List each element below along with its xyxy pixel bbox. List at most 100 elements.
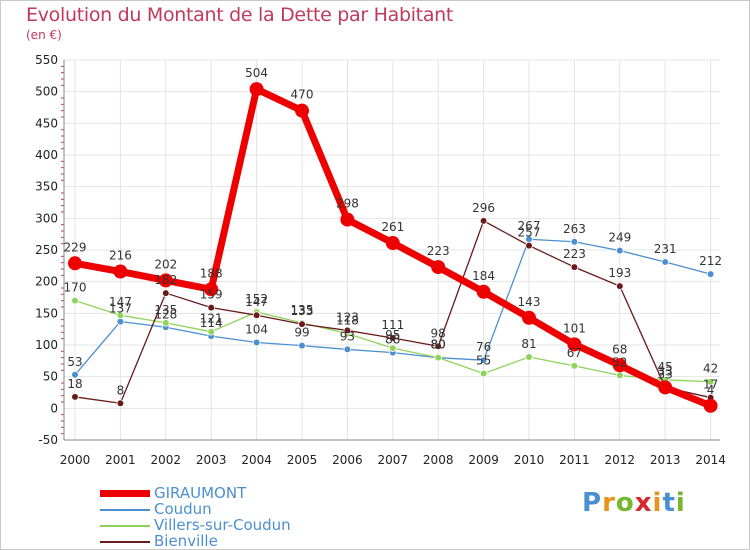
data-label: 298 (336, 197, 359, 211)
data-point (570, 237, 579, 246)
logo-letter: r (602, 488, 616, 518)
logo-letter: o (615, 488, 635, 518)
data-label: 18 (67, 377, 82, 391)
data-point (706, 377, 715, 386)
logo-letter: i (675, 488, 686, 518)
data-point (252, 311, 261, 320)
data-label: 223 (563, 247, 586, 261)
data-label: 8 (117, 383, 125, 397)
x-tick-label: 2003 (196, 453, 227, 467)
data-point (612, 358, 627, 373)
chart-title: Evolution du Montant de la Dette par Hab… (26, 4, 454, 26)
data-label: 263 (563, 222, 586, 236)
legend-swatch (100, 509, 150, 511)
data-label: 229 (64, 240, 87, 254)
data-label: 121 (200, 312, 223, 326)
data-point (71, 296, 79, 305)
data-point (116, 317, 125, 326)
data-point (343, 345, 352, 354)
data-label: 99 (294, 326, 309, 340)
x-tick-label: 2013 (650, 453, 681, 467)
data-label: 33 (658, 367, 673, 381)
data-label: 170 (64, 281, 87, 295)
data-label: 80 (431, 338, 446, 352)
data-point (295, 103, 309, 118)
data-label: 249 (608, 231, 631, 245)
data-label: 470 (291, 88, 314, 102)
data-label: 42 (703, 362, 718, 376)
data-label: 184 (472, 269, 495, 283)
data-label: 80 (431, 338, 446, 352)
data-point (207, 303, 216, 312)
data-label: 76 (476, 340, 491, 354)
data-point (68, 256, 82, 271)
data-point (615, 282, 624, 290)
data-label: 123 (336, 310, 359, 324)
data-point (249, 82, 264, 97)
data-label: 212 (699, 254, 722, 268)
data-label: 504 (245, 66, 268, 80)
data-point (570, 362, 579, 370)
data-point (116, 311, 125, 320)
x-tick-label: 2012 (605, 453, 636, 467)
data-point (252, 338, 261, 347)
logo-letter: t (662, 488, 676, 518)
data-label: 135 (291, 303, 314, 317)
legend-label: GIRAUMONT (154, 484, 247, 502)
data-point (703, 398, 718, 413)
x-tick-label: 2002 (151, 453, 182, 467)
data-point (434, 353, 443, 362)
data-point (71, 393, 79, 401)
x-tick-label: 2007 (378, 453, 409, 467)
y-tick-label: 0 (50, 401, 58, 415)
data-label: 68 (612, 342, 627, 356)
data-point (479, 356, 488, 365)
proxiti-logo: Proxiti (582, 488, 686, 518)
data-point (343, 326, 352, 335)
data-label: 135 (154, 303, 177, 317)
data-point (116, 399, 125, 408)
x-tick-label: 2001 (105, 453, 136, 467)
data-point (476, 284, 491, 299)
data-label: 202 (154, 257, 177, 271)
data-label: 133 (291, 304, 314, 318)
data-point (71, 370, 79, 379)
logo-letter: P (582, 488, 603, 518)
data-point (525, 241, 533, 250)
x-tick-label: 2014 (695, 453, 726, 467)
data-label: 81 (521, 337, 536, 351)
data-label: 17 (703, 378, 718, 392)
logo-letter: x (634, 488, 653, 518)
data-point (706, 270, 715, 278)
data-point (388, 344, 397, 352)
data-label: 118 (336, 314, 359, 328)
data-point (162, 289, 170, 297)
legend-label: Villers-sur-Coudun (154, 516, 291, 534)
data-point (431, 260, 446, 275)
data-label: 143 (518, 295, 541, 309)
data-label: 267 (518, 219, 541, 233)
data-point (525, 353, 533, 361)
data-label: 193 (608, 266, 631, 280)
data-point (204, 282, 219, 297)
data-label: 188 (200, 266, 223, 280)
data-label: 223 (427, 244, 450, 258)
data-point (567, 337, 582, 352)
data-point (661, 258, 669, 266)
data-point (340, 212, 355, 227)
y-tick-label: 150 (35, 306, 58, 320)
data-label: 231 (654, 242, 677, 256)
data-label: 55 (476, 354, 491, 368)
data-point (479, 369, 488, 378)
data-label: 45 (658, 360, 673, 374)
data-label: 95 (385, 328, 400, 342)
chart-subtitle: (en €) (26, 28, 62, 42)
data-point (162, 319, 170, 327)
data-label: 159 (200, 288, 223, 302)
x-tick-label: 2006 (332, 453, 363, 467)
data-label: 53 (67, 355, 82, 369)
y-tick-label: 350 (35, 180, 58, 194)
data-point (434, 342, 443, 351)
data-label: 261 (381, 220, 404, 234)
data-label: 296 (472, 201, 495, 215)
